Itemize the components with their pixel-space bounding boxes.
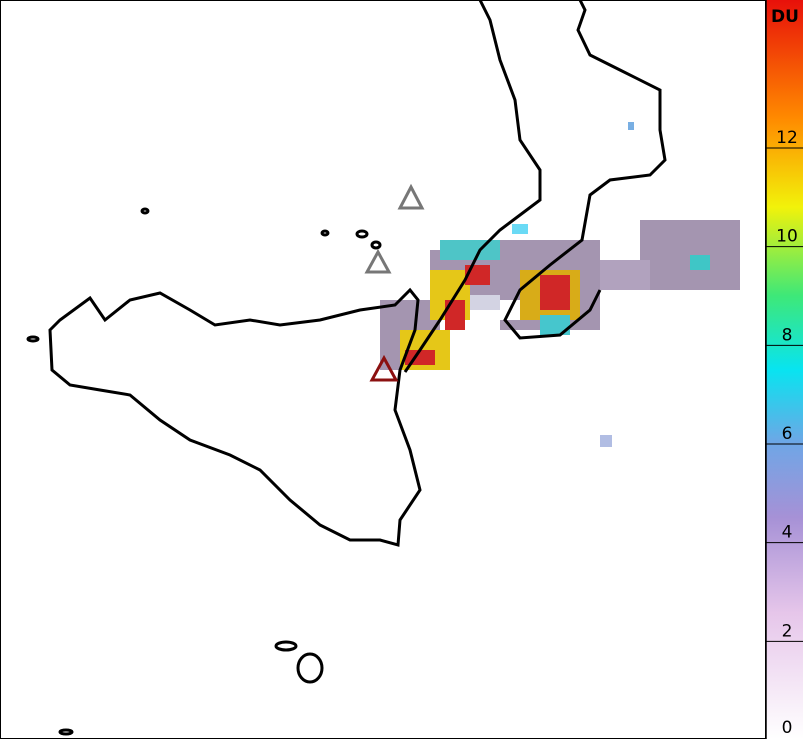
- colorbar-tick-label: 2: [782, 621, 793, 641]
- so2-plume: [380, 122, 740, 447]
- volcano-markers: [364, 183, 425, 382]
- colorbar-tick-label: 12: [776, 128, 798, 148]
- coastlines: [26, 0, 667, 736]
- colorbar-tick-label: 10: [776, 227, 798, 247]
- colorbar: [766, 0, 803, 739]
- colorbar-label: DU: [771, 7, 799, 27]
- colorbar-tick-label: 4: [782, 523, 793, 543]
- colorbar-tick-label: 8: [782, 325, 793, 345]
- colorbar-tick-label: 6: [782, 424, 793, 444]
- colorbar-tick-label: 0: [782, 718, 793, 738]
